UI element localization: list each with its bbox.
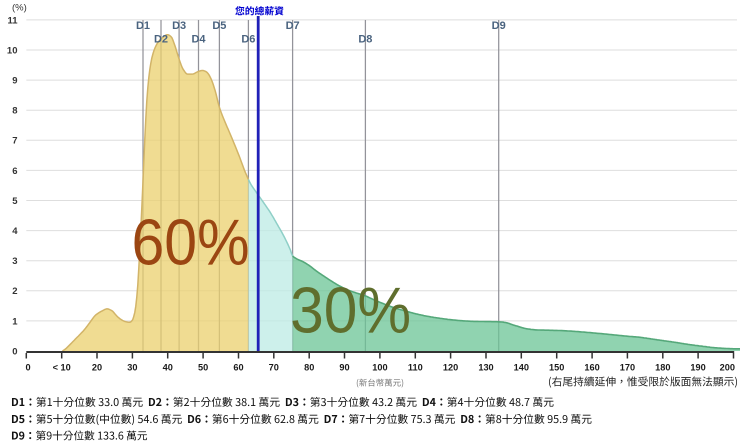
svg-text:140: 140 xyxy=(514,363,529,373)
svg-text:D7: D7 xyxy=(286,20,300,32)
svg-text:60: 60 xyxy=(233,363,243,373)
svg-text:110: 110 xyxy=(408,363,423,373)
svg-text:D3: D3 xyxy=(172,20,186,32)
svg-text:D9: D9 xyxy=(492,20,506,32)
svg-text:D6: D6 xyxy=(241,33,255,45)
svg-text:160: 160 xyxy=(584,363,599,373)
svg-text:11: 11 xyxy=(7,15,18,26)
svg-text:4: 4 xyxy=(12,226,18,237)
svg-text:D8: D8 xyxy=(358,33,372,45)
svg-text:0: 0 xyxy=(25,363,30,373)
svg-text:2: 2 xyxy=(12,286,17,297)
svg-text:D5: D5 xyxy=(212,20,226,32)
svg-text:9: 9 xyxy=(12,76,17,87)
svg-text:7: 7 xyxy=(12,136,17,147)
svg-text:100: 100 xyxy=(372,363,387,373)
svg-text:D2: D2 xyxy=(154,33,168,45)
svg-text:D1: D1 xyxy=(136,20,150,32)
svg-text:0: 0 xyxy=(12,346,17,357)
svg-text:5: 5 xyxy=(12,196,18,207)
svg-text:40: 40 xyxy=(163,363,173,373)
svg-text:150: 150 xyxy=(549,363,564,373)
svg-text:1: 1 xyxy=(12,316,18,327)
svg-text:60%: 60% xyxy=(132,207,250,279)
svg-text:6: 6 xyxy=(12,166,17,177)
svg-text:200: 200 xyxy=(720,363,735,373)
svg-text:120: 120 xyxy=(443,363,458,373)
svg-text:8: 8 xyxy=(12,106,17,117)
svg-text:180: 180 xyxy=(655,363,670,373)
svg-text:3: 3 xyxy=(12,256,17,267)
svg-text:70: 70 xyxy=(269,363,279,373)
svg-text:50: 50 xyxy=(198,363,208,373)
svg-text:30: 30 xyxy=(127,363,137,373)
svg-text:170: 170 xyxy=(620,363,635,373)
svg-text:< 10: < 10 xyxy=(53,363,71,373)
svg-text:90: 90 xyxy=(339,363,349,373)
svg-text:D4: D4 xyxy=(191,33,206,45)
svg-text:20: 20 xyxy=(92,363,102,373)
svg-text:190: 190 xyxy=(690,363,705,373)
svg-text:(%): (%) xyxy=(12,3,27,14)
svg-text:130: 130 xyxy=(478,363,493,373)
svg-text:30%: 30% xyxy=(290,275,411,347)
svg-text:80: 80 xyxy=(304,363,314,373)
svg-text:10: 10 xyxy=(7,45,18,56)
